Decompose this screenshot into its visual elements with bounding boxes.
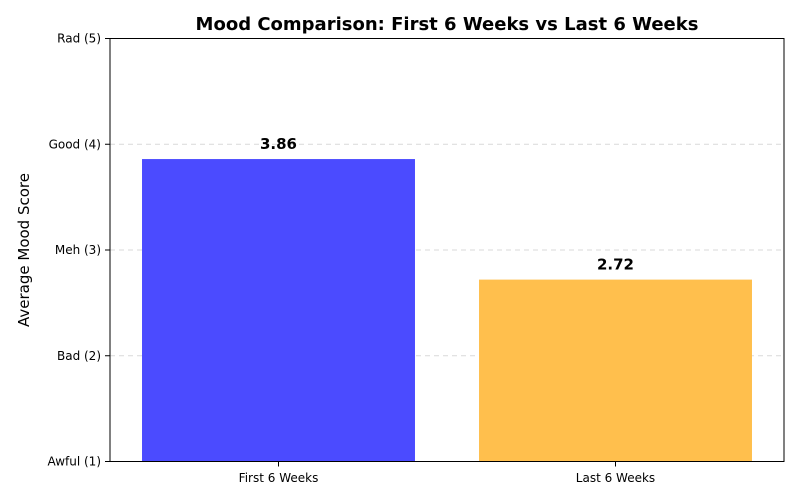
y-tick-label: Awful (1) bbox=[47, 455, 101, 469]
bar-value-label: 2.72 bbox=[597, 256, 634, 274]
y-axis-ticks: Awful (1) Bad (2) Meh (3) Good (4) Rad (5) bbox=[47, 32, 110, 469]
plot-frame bbox=[109, 38, 785, 462]
y-tick-label: Good (4) bbox=[49, 137, 101, 151]
bar bbox=[479, 279, 752, 462]
x-tick-label: First 6 Weeks bbox=[239, 471, 319, 485]
bar bbox=[142, 159, 415, 462]
x-axis-ticks: First 6 Weeks Last 6 Weeks bbox=[239, 461, 655, 485]
y-tick-label: Meh (3) bbox=[55, 243, 101, 257]
x-tick-label: Last 6 Weeks bbox=[576, 471, 655, 485]
y-tick-label: Bad (2) bbox=[57, 349, 101, 363]
y-axis-label: Average Mood Score bbox=[15, 173, 33, 327]
value-labels: 3.86 2.72 bbox=[260, 135, 634, 274]
bars bbox=[142, 159, 752, 462]
y-tick-label: Rad (5) bbox=[57, 32, 101, 46]
bar-value-label: 3.86 bbox=[260, 135, 297, 153]
chart-title: Mood Comparison: First 6 Weeks vs Last 6… bbox=[196, 14, 699, 35]
